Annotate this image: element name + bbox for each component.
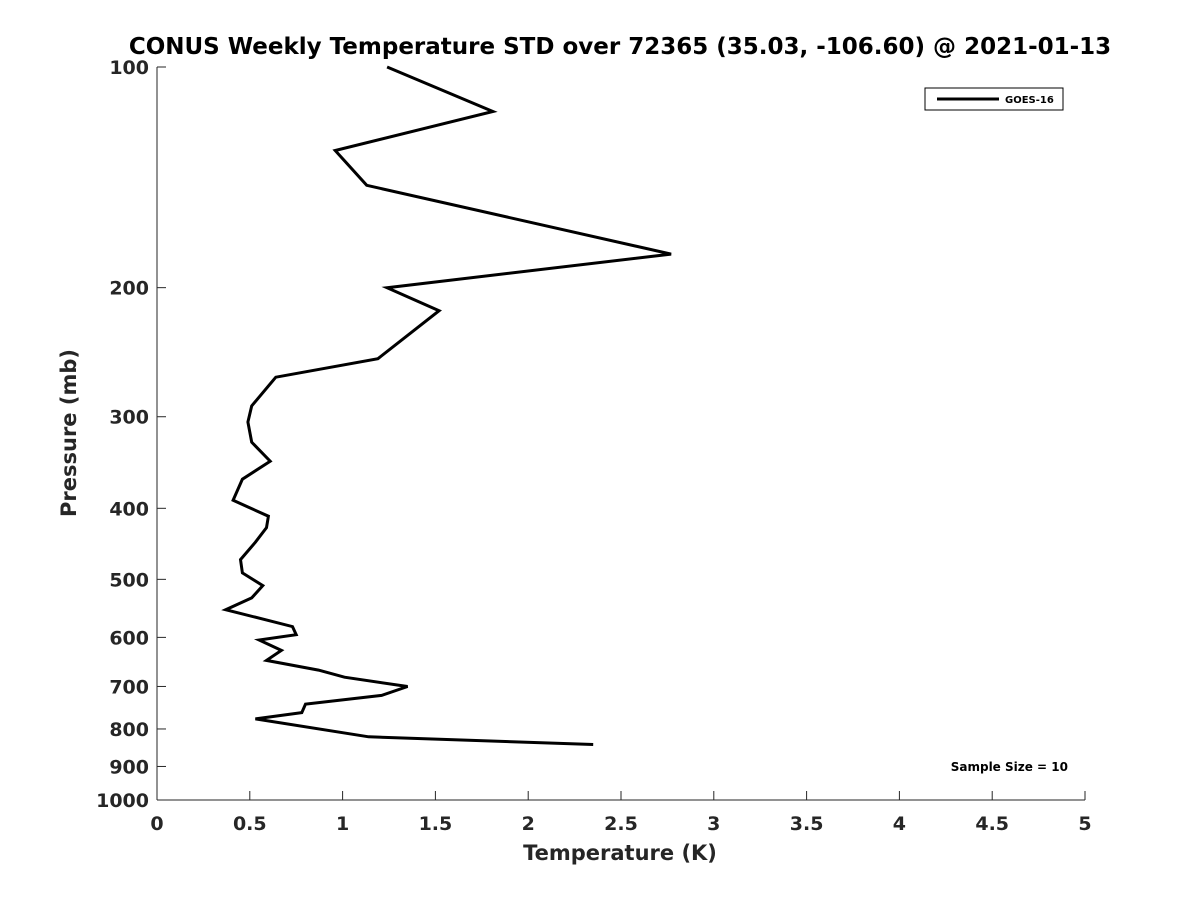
chart-title: CONUS Weekly Temperature STD over 72365 … <box>129 34 1111 60</box>
x-tick-label: 4.5 <box>975 813 1009 835</box>
x-tick-label: 2 <box>522 813 535 835</box>
y-axis-label: Pressure (mb) <box>57 349 81 517</box>
y-tick-label: 900 <box>109 756 149 778</box>
x-axis-label: Temperature (K) <box>523 841 717 865</box>
series-line-goes-16 <box>221 65 672 746</box>
sample-size-annotation: Sample Size = 10 <box>951 760 1068 774</box>
y-tick-label: 400 <box>109 498 149 520</box>
x-tick-label: 1.5 <box>419 813 453 835</box>
legend: GOES-16 <box>924 87 1064 111</box>
x-tick-label: 3 <box>707 813 720 835</box>
x-tick-label: 3.5 <box>790 813 824 835</box>
legend-entry: GOES-16 <box>1005 95 1054 106</box>
x-tick-label: 0 <box>150 813 163 835</box>
y-tick-label: 100 <box>109 57 149 79</box>
y-tick-label: 600 <box>109 627 149 649</box>
x-tick-label: 0.5 <box>233 813 267 835</box>
y-tick-label: 1000 <box>96 790 149 812</box>
series-layer <box>221 65 672 746</box>
y-tick-label: 700 <box>109 676 149 698</box>
x-tick-label: 4 <box>893 813 906 835</box>
y-tick-label: 200 <box>109 278 149 300</box>
ticks: 0 0.5 1 1.5 2 2.5 3 3.5 4 4.5 5 100 200 300 400 500 600 7… <box>96 57 1092 835</box>
x-tick-label: 2.5 <box>604 813 638 835</box>
y-tick-label: 500 <box>109 569 149 591</box>
x-tick-label: 1 <box>336 813 349 835</box>
y-tick-label: 300 <box>109 407 149 429</box>
x-tick-label: 5 <box>1078 813 1091 835</box>
y-tick-label: 800 <box>109 719 149 741</box>
